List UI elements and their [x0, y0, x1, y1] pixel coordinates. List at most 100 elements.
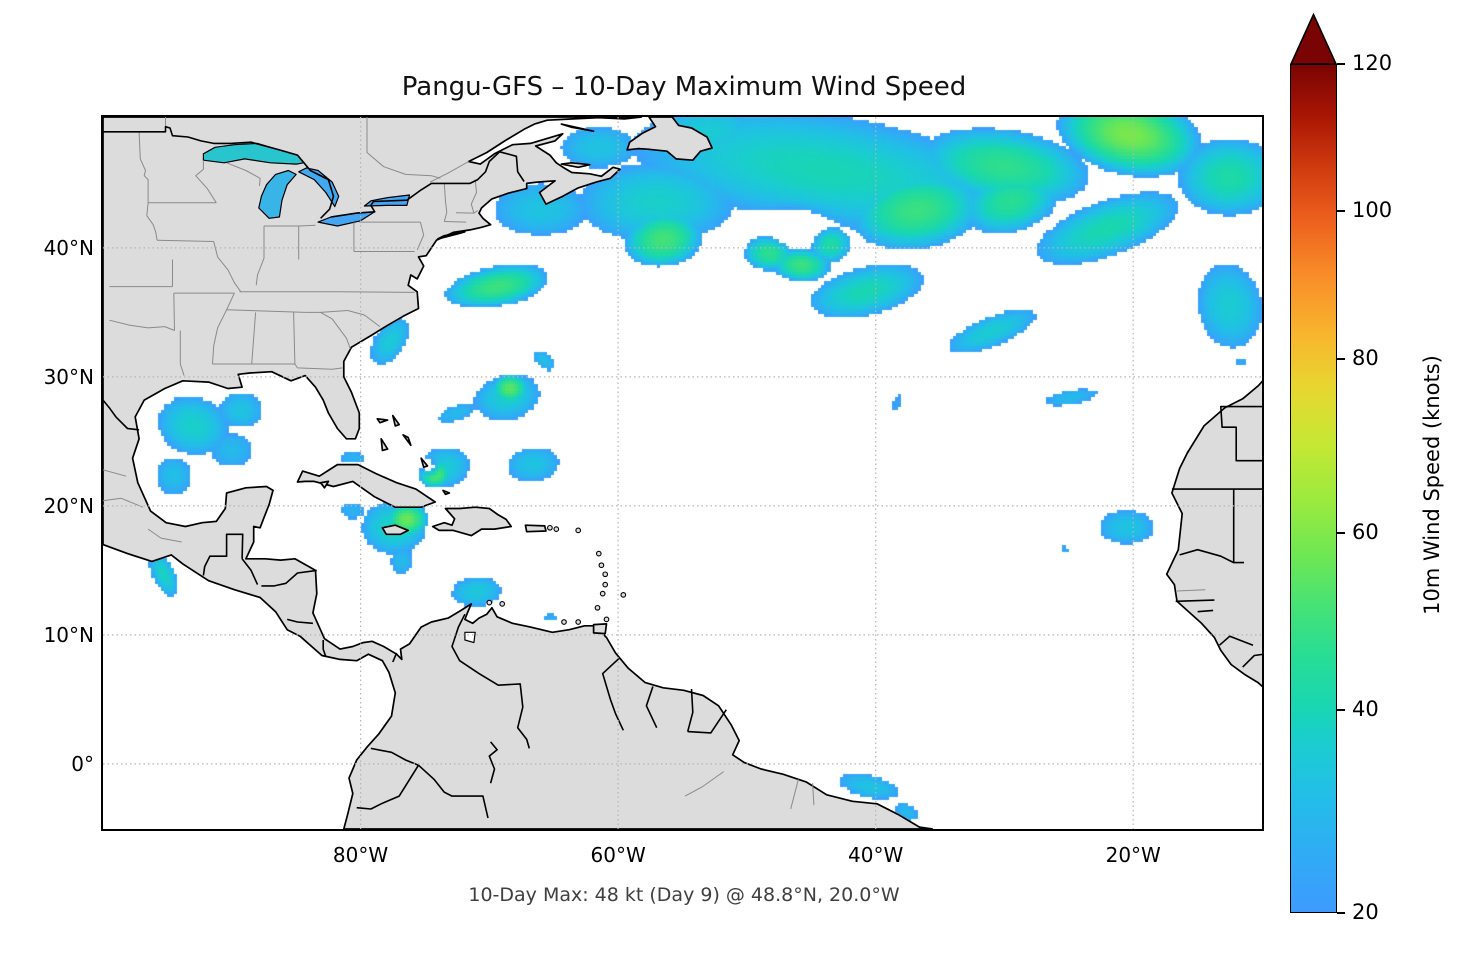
- country-border-line: [103, 125, 335, 219]
- landmass: [381, 524, 410, 536]
- state-border-line: [443, 183, 448, 213]
- state-border-line: [147, 528, 182, 543]
- lon-tick-label: 40°W: [848, 843, 904, 867]
- landmass: [319, 480, 330, 489]
- state-border-line: [103, 497, 144, 508]
- lake: [298, 167, 340, 208]
- state-border-line: [812, 783, 815, 806]
- colorbar-tick-mark: [1337, 358, 1345, 361]
- country-border-line: [287, 618, 313, 625]
- small-island: [575, 619, 582, 625]
- small-island: [499, 601, 506, 607]
- state-border-line: [790, 779, 799, 810]
- small-island: [599, 590, 606, 597]
- state-border-line: [251, 312, 257, 365]
- country-border-line: [1220, 405, 1262, 462]
- state-border-line: [226, 309, 306, 313]
- small-island: [575, 527, 582, 534]
- state-border-line: [146, 202, 158, 241]
- state-border-line: [157, 239, 214, 242]
- state-border-line: [1176, 589, 1206, 592]
- country-border-line: [1197, 609, 1214, 613]
- country-border-line: [601, 657, 625, 731]
- lat-tick-label: 0°: [71, 751, 94, 776]
- landmass: [391, 414, 401, 427]
- colorbar-tick-mark: [1337, 912, 1345, 914]
- state-border-line: [294, 363, 343, 370]
- landmass: [436, 230, 466, 240]
- state-border-line: [138, 131, 149, 203]
- country-border-line: [645, 686, 658, 729]
- state-border-line: [455, 210, 478, 214]
- country-border-line: [103, 399, 140, 431]
- small-island: [553, 526, 560, 532]
- map-plot-area: [103, 117, 1262, 829]
- state-border-line: [347, 310, 381, 328]
- country-border-line: [322, 640, 327, 658]
- colorbar-tick-label: 120: [1352, 51, 1393, 75]
- landmass: [420, 457, 429, 469]
- state-border-line: [264, 224, 316, 227]
- colorbar-tick-label: 80: [1352, 346, 1379, 371]
- state-border-line: [338, 291, 415, 293]
- landmass: [431, 506, 513, 537]
- state-border-line: [109, 319, 175, 331]
- landmass: [626, 117, 713, 162]
- landmass: [442, 489, 451, 496]
- state-border-line: [366, 117, 441, 179]
- country-border-line: [370, 747, 419, 766]
- landmass: [402, 434, 412, 447]
- state-border-line: [293, 312, 296, 365]
- colorbar-tick-mark: [1337, 709, 1345, 712]
- state-border-line: [444, 221, 467, 223]
- country-border-line: [330, 151, 525, 218]
- colorbar-extend-arrow: [1290, 13, 1337, 65]
- colorbar-tick-mark: [1337, 63, 1345, 65]
- landmass: [376, 417, 389, 424]
- landmass: [1165, 380, 1262, 688]
- lat-tick-label: 10°N: [43, 622, 94, 647]
- small-island: [620, 592, 627, 598]
- country-border-line: [356, 764, 420, 810]
- state-border-line: [173, 293, 175, 331]
- small-island: [547, 524, 553, 531]
- state-border-line: [179, 330, 185, 376]
- small-island: [594, 604, 601, 611]
- state-border-line: [416, 221, 425, 251]
- landmass: [524, 524, 547, 533]
- country-border-line: [202, 533, 244, 576]
- state-border-line: [212, 292, 235, 365]
- colorbar-tick-mark: [1337, 209, 1345, 212]
- state-border-line: [320, 311, 351, 349]
- small-island: [602, 581, 609, 588]
- state-border-line: [195, 160, 217, 204]
- country-border-line: [392, 652, 398, 663]
- landmass: [560, 123, 595, 133]
- lake: [258, 169, 297, 219]
- small-island: [595, 550, 602, 557]
- country-border-line: [417, 764, 489, 819]
- country-border-line: [1242, 653, 1262, 668]
- colorbar: [1290, 64, 1337, 913]
- country-border-line: [241, 534, 244, 559]
- state-border-line: [429, 161, 469, 183]
- lon-tick-label: 80°W: [332, 843, 389, 867]
- small-island: [598, 562, 605, 569]
- colorbar-tick-mark: [1337, 531, 1345, 534]
- page-title: Pangu-GFS – 10-Day Maximum Wind Speed: [401, 72, 967, 102]
- landmass: [296, 463, 437, 509]
- colorbar-tick-label: 60: [1352, 519, 1379, 544]
- country-border-line: [1179, 548, 1235, 564]
- lat-tick-label: 30°N: [43, 364, 94, 389]
- landmass: [592, 623, 608, 635]
- state-border-line: [443, 212, 448, 222]
- lat-tick-label: 20°N: [43, 493, 94, 518]
- small-island: [486, 599, 493, 606]
- country-border-line: [1218, 635, 1254, 646]
- state-border-line: [470, 179, 477, 214]
- landmass: [560, 161, 591, 169]
- colorbar-tick-label: 100: [1352, 197, 1393, 222]
- map-overlay: [103, 117, 1262, 829]
- small-island: [561, 619, 567, 625]
- lat-tick-label: 40°N: [43, 235, 94, 260]
